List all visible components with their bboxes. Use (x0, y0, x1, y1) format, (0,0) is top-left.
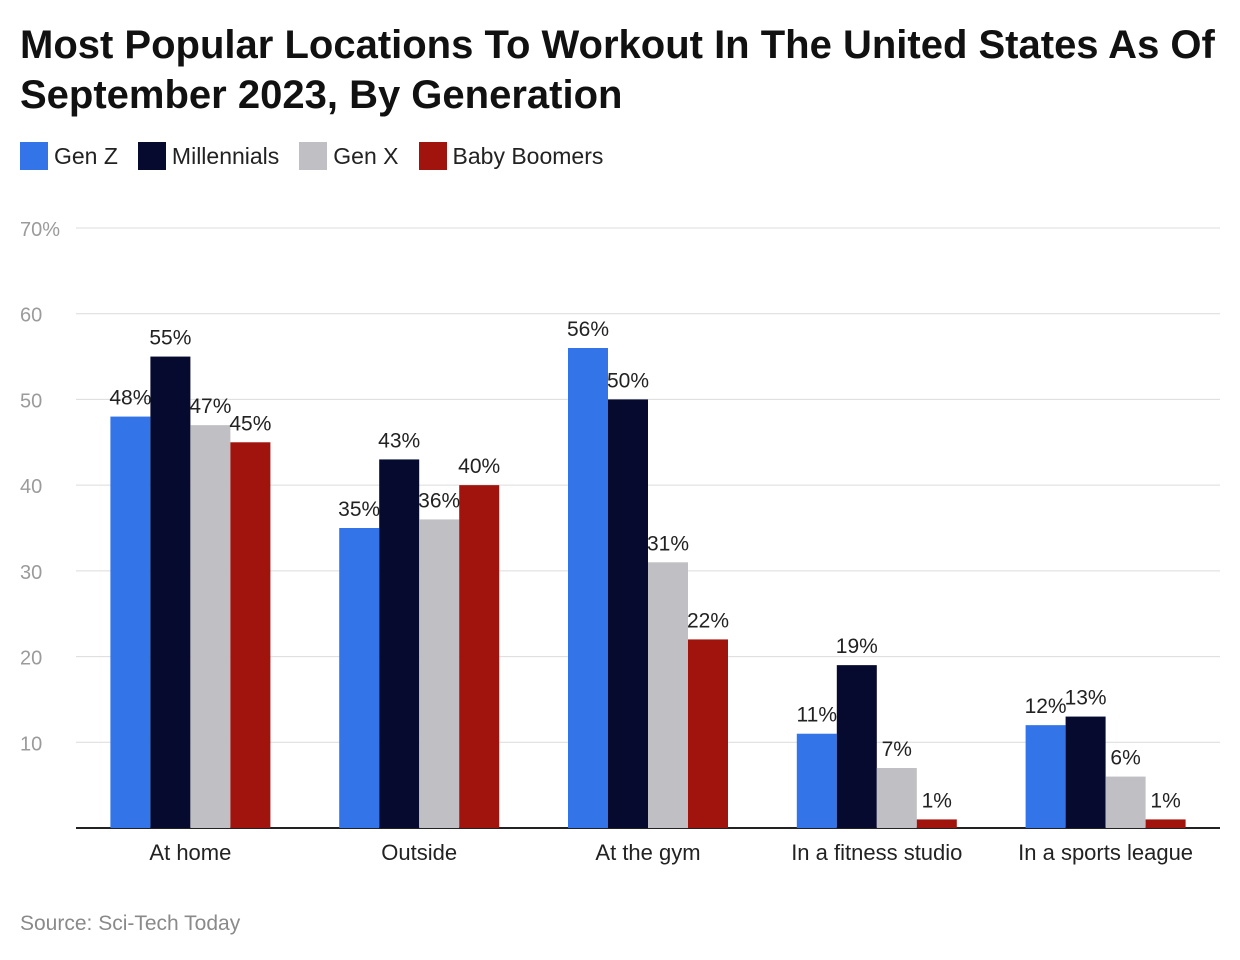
legend-item: Gen X (299, 142, 399, 170)
bar (150, 356, 191, 828)
x-tick-label: At home (149, 840, 231, 865)
source-note: Source: Sci-Tech Today (20, 912, 241, 935)
legend-label: Gen X (333, 142, 399, 169)
bar (230, 442, 271, 828)
data-label: 35% (338, 498, 380, 521)
data-label: 19% (836, 635, 878, 658)
data-label: 11% (797, 704, 837, 727)
legend-label: Millennials (171, 142, 280, 169)
bar (876, 768, 917, 828)
bar (110, 416, 151, 828)
data-label: 22% (687, 609, 729, 632)
bar (608, 399, 648, 828)
y-tick-label: 70% (20, 219, 60, 241)
legend-swatch (418, 142, 447, 170)
bar (836, 665, 877, 828)
data-label: 56% (567, 318, 609, 341)
y-tick-label: 50 (20, 390, 42, 412)
data-label: 43% (378, 429, 420, 452)
bar (419, 519, 460, 828)
bar (379, 459, 420, 828)
chart-legend: Gen Z Millennials Gen X Baby Boomers (20, 142, 623, 170)
data-label: 7% (882, 738, 912, 761)
legend-swatch (20, 142, 48, 170)
x-tick-label: In a sports league (1018, 840, 1193, 865)
legend-swatch (137, 142, 166, 170)
data-label: 12% (1025, 695, 1067, 718)
legend-label: Gen Z (54, 142, 118, 169)
y-tick-label: 10 (20, 733, 42, 755)
bar (459, 485, 500, 828)
bar (568, 348, 608, 828)
legend-item: Baby Boomers (418, 142, 604, 170)
data-label: 6% (1110, 747, 1140, 770)
bar (648, 562, 688, 828)
legend-item: Gen Z (20, 142, 118, 170)
data-label: 1% (1150, 789, 1180, 812)
bar (1105, 776, 1146, 828)
legend-swatch (299, 142, 328, 170)
data-label: 36% (418, 489, 460, 512)
data-label: 13% (1065, 687, 1107, 710)
legend-item: Millennials (137, 142, 280, 170)
data-label: 1% (922, 789, 952, 812)
bar (688, 639, 728, 828)
x-tick-label: At the gym (595, 840, 700, 865)
data-label: 55% (149, 327, 191, 350)
x-tick-label: In a fitness studio (791, 840, 962, 865)
bar (916, 819, 957, 828)
data-label: 48% (109, 387, 151, 410)
data-label: 45% (229, 412, 271, 435)
data-label: 47% (189, 395, 231, 418)
legend-label: Baby Boomers (452, 142, 604, 169)
data-label: 50% (607, 369, 649, 392)
bar (1065, 716, 1106, 828)
x-tick-label: Outside (381, 840, 457, 865)
bar (339, 528, 380, 828)
y-tick-label: 40 (20, 476, 42, 498)
y-tick-label: 60 (20, 305, 42, 327)
chart-title: Most Popular Locations To Workout In The… (20, 23, 1215, 117)
bar (1145, 819, 1186, 828)
bar (1025, 725, 1066, 828)
data-label: 31% (647, 532, 689, 555)
y-tick-label: 20 (20, 648, 42, 670)
bar (796, 733, 837, 828)
data-label: 40% (458, 455, 500, 478)
y-tick-label: 30 (20, 562, 42, 584)
bar (190, 425, 231, 828)
